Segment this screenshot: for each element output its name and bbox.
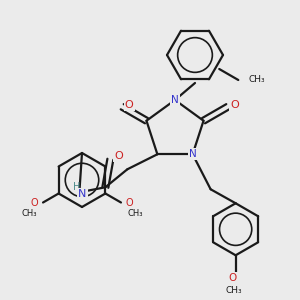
Text: O: O	[229, 273, 237, 283]
Text: N: N	[171, 95, 179, 105]
Text: CH₃: CH₃	[225, 286, 242, 295]
Text: O: O	[114, 151, 123, 161]
Text: N: N	[78, 189, 87, 199]
Text: CH₃: CH₃	[127, 209, 143, 218]
Text: O: O	[125, 100, 134, 110]
Text: O: O	[126, 197, 134, 208]
Text: O: O	[30, 197, 38, 208]
Text: H: H	[73, 182, 80, 192]
Text: N: N	[189, 149, 196, 159]
Text: O: O	[230, 100, 239, 110]
Text: CH₃: CH₃	[248, 76, 265, 85]
Text: CH₃: CH₃	[21, 209, 37, 218]
